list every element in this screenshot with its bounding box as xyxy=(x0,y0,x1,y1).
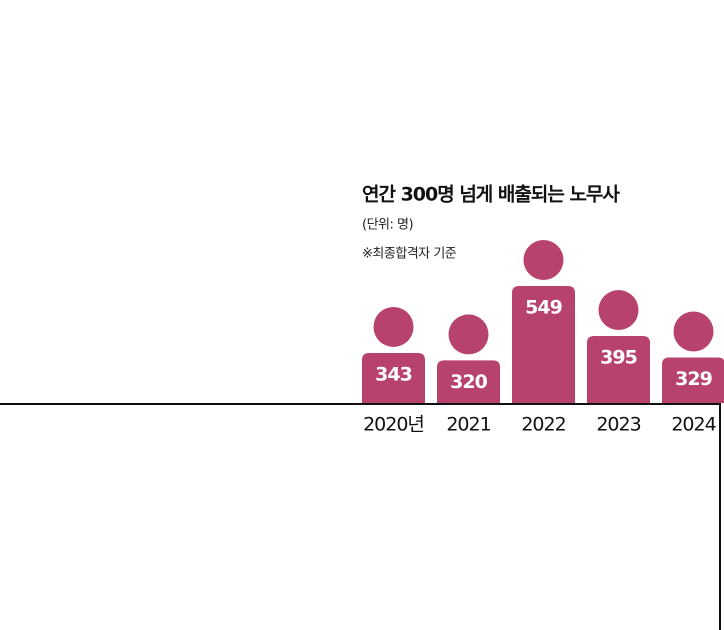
person-head xyxy=(673,311,714,352)
person-body xyxy=(662,357,724,403)
value-label: 343 xyxy=(375,363,412,385)
value-label: 395 xyxy=(600,347,637,369)
person-head xyxy=(598,290,639,331)
chart-subtitle: (단위: 명) xyxy=(362,218,413,233)
value-label: 549 xyxy=(525,297,562,319)
person-body xyxy=(437,360,500,403)
person-body xyxy=(362,352,425,403)
x-tick-label: 2022 xyxy=(521,414,565,436)
value-label: 329 xyxy=(675,368,712,390)
chart-note: ※최종합격자 기준 xyxy=(362,247,457,262)
x-tick-label: 2023 xyxy=(596,414,640,436)
chart-title: 연간 300명 넘게 배출되는 노무사 xyxy=(362,184,620,206)
person-body xyxy=(587,336,650,403)
person-head xyxy=(373,306,414,347)
x-tick-label: 2024 xyxy=(671,414,716,436)
x-tick-label: 2020년 xyxy=(363,414,424,436)
value-label: 320 xyxy=(450,371,487,393)
person-body xyxy=(512,286,575,403)
person-head xyxy=(448,314,489,355)
x-tick-label: 2021 xyxy=(446,414,490,436)
person-head xyxy=(523,240,564,280)
